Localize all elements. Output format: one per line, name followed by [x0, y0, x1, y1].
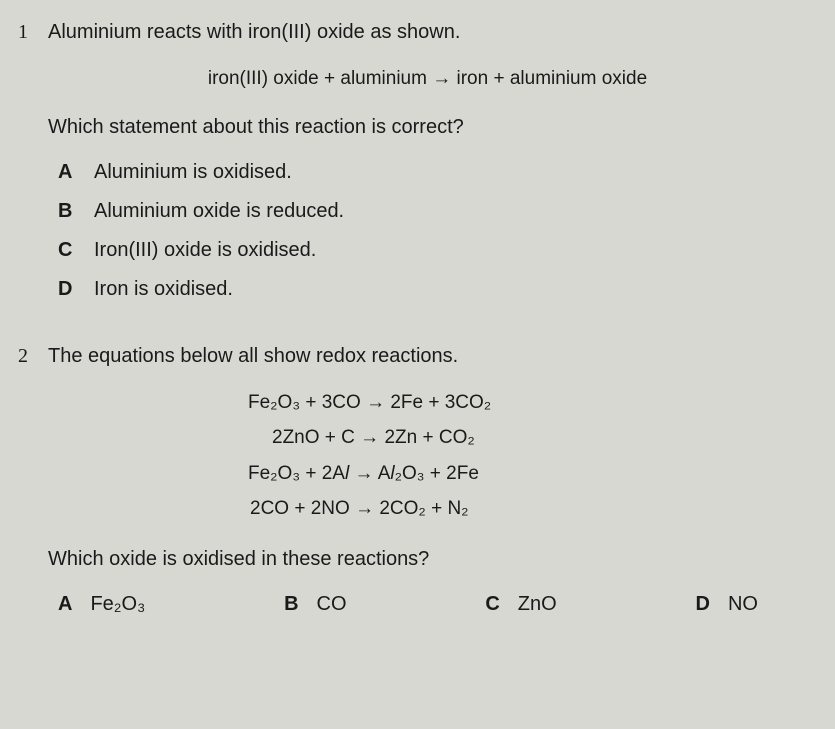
word-equation: iron(III) oxide + aluminium → iron + alu… — [48, 65, 807, 93]
options-list: A Aluminium is oxidised. B Aluminium oxi… — [48, 158, 807, 304]
option-text: Fe₂O₃ — [90, 590, 145, 619]
equation-line: Fe₂O₃ + 3CO → 2Fe + 3CO₂ — [248, 389, 807, 417]
question-number: 2 — [18, 342, 48, 619]
eq-part: ₂O₃ + 2Fe — [395, 463, 479, 484]
option-a[interactable]: A Aluminium is oxidised. — [58, 158, 807, 187]
question-stem: Aluminium reacts with iron(III) oxide as… — [48, 18, 807, 47]
question-body: The equations below all show redox react… — [48, 342, 807, 619]
sub-question: Which statement about this reaction is c… — [48, 113, 807, 142]
option-a[interactable]: A Fe₂O₃ — [58, 590, 145, 619]
question-number: 1 — [18, 18, 48, 314]
question-stem: The equations below all show redox react… — [48, 342, 807, 371]
option-c[interactable]: C Iron(III) oxide is oxidised. — [58, 236, 807, 265]
option-letter: A — [58, 590, 72, 619]
option-text: Aluminium oxide is reduced. — [94, 197, 344, 226]
option-letter: B — [58, 197, 94, 226]
option-letter: B — [284, 590, 298, 619]
option-letter: C — [58, 236, 94, 265]
option-text: Iron is oxidised. — [94, 275, 233, 304]
option-d[interactable]: D NO — [696, 590, 758, 619]
question-2: 2 The equations below all show redox rea… — [18, 342, 807, 619]
equation-line: 2CO + 2NO → 2CO₂ + N₂ — [250, 495, 807, 523]
option-text: ZnO — [518, 590, 557, 619]
equation-line: 2ZnO + C → 2Zn + CO₂ — [272, 424, 807, 452]
eq-part: Fe₂O₃ + 2A — [248, 463, 345, 484]
sub-question: Which oxide is oxidised in these reactio… — [48, 545, 807, 574]
option-text: NO — [728, 590, 758, 619]
eq-part: → A — [349, 463, 390, 484]
option-d[interactable]: D Iron is oxidised. — [58, 275, 807, 304]
equations-block: Fe₂O₃ + 3CO → 2Fe + 3CO₂ 2ZnO + C → 2Zn … — [248, 389, 807, 523]
option-text: CO — [317, 590, 347, 619]
question-body: Aluminium reacts with iron(III) oxide as… — [48, 18, 807, 314]
options-row: A Fe₂O₃ B CO C ZnO D NO — [58, 590, 758, 619]
option-b[interactable]: B CO — [284, 590, 346, 619]
option-text: Iron(III) oxide is oxidised. — [94, 236, 316, 265]
option-text: Aluminium is oxidised. — [94, 158, 292, 187]
equation-line: Fe₂O₃ + 2Al → Al₂O₃ + 2Fe — [248, 460, 807, 488]
option-letter: D — [58, 275, 94, 304]
question-1: 1 Aluminium reacts with iron(III) oxide … — [18, 18, 807, 314]
option-letter: D — [696, 590, 710, 619]
exam-page: 1 Aluminium reacts with iron(III) oxide … — [0, 0, 835, 665]
option-letter: A — [58, 158, 94, 187]
option-b[interactable]: B Aluminium oxide is reduced. — [58, 197, 807, 226]
option-letter: C — [485, 590, 499, 619]
option-c[interactable]: C ZnO — [485, 590, 556, 619]
